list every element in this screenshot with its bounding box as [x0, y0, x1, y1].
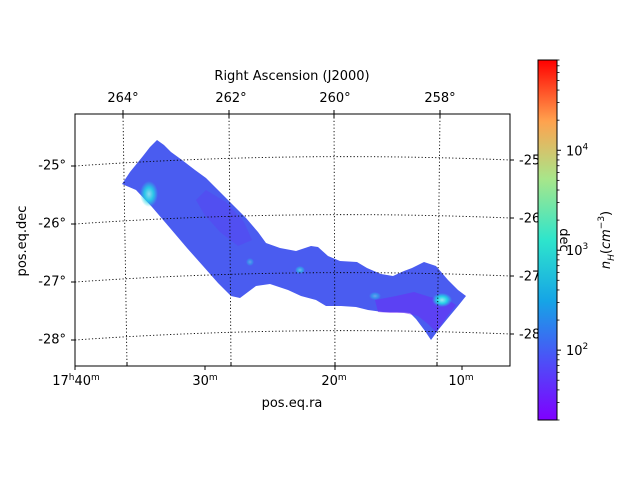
right-tick-label: -28 — [519, 328, 540, 343]
grid-line-dec — [75, 156, 510, 167]
left-tick-label: -25° — [38, 159, 66, 174]
low-density-zone — [196, 190, 252, 246]
y-axis-title: pos.eq.dec — [15, 206, 30, 277]
left-tick-labels: -25° -26° -27° -28° — [38, 159, 66, 348]
bright-clump — [246, 258, 254, 266]
colorbar-gradient — [537, 59, 558, 421]
bright-clump — [432, 293, 452, 307]
top-tick-labels: 264° 262° 260° 258° — [107, 91, 455, 106]
bright-clump — [140, 181, 158, 207]
axes-frame — [74, 113, 511, 367]
colorbar-label: nH(cm−3) — [597, 211, 617, 269]
x-axis-title: pos.eq.ra — [262, 396, 323, 411]
left-tick-label: -27° — [38, 275, 66, 290]
grid-line-dec — [75, 214, 510, 225]
grid-line-ra — [436, 114, 441, 366]
grid-line-dec — [75, 272, 510, 283]
bottom-tick-label: 20m — [321, 373, 346, 389]
right-axis-title: dec — [556, 228, 571, 251]
right-tick-label: -25 — [519, 154, 540, 169]
grid-line-ra — [228, 114, 232, 366]
colorbar-tick-label: 102 — [566, 342, 588, 359]
colorbar-tick-label: 104 — [566, 142, 589, 159]
top-tick-label: 258° — [424, 91, 455, 106]
right-tick-labels: -25 -26 -27 -28 — [519, 154, 540, 343]
grid-line-dec — [75, 330, 510, 341]
bright-clump — [369, 292, 381, 300]
grid-line-ra — [333, 114, 336, 366]
colorbar-ticks: 102 103 104 — [557, 59, 589, 421]
top-axis-title: Right Ascension (J2000) — [214, 69, 369, 84]
bottom-tick-label: 17h40m — [52, 373, 100, 389]
density-map — [122, 140, 466, 340]
top-tick-label: 262° — [215, 91, 246, 106]
bottom-tick-labels: 17h40m 30m 20m 10m — [52, 373, 473, 389]
top-tick-label: 260° — [319, 91, 350, 106]
top-tick-label: 264° — [107, 91, 138, 106]
tick-marks — [71, 110, 514, 370]
left-tick-label: -28° — [38, 333, 66, 348]
coordinate-grid — [75, 114, 510, 366]
bottom-tick-label: 30m — [192, 373, 217, 389]
map-region — [122, 140, 466, 340]
colorbar: 102 103 104 nH(cm−3) — [537, 59, 617, 421]
left-tick-label: -26° — [38, 217, 66, 232]
grid-line-ra — [122, 114, 128, 366]
bottom-tick-label: 10m — [448, 373, 473, 389]
right-tick-label: -26 — [519, 212, 540, 227]
right-tick-label: -27 — [519, 270, 540, 285]
colorbar-tick-label: 103 — [566, 242, 588, 259]
bright-clump — [295, 266, 305, 274]
